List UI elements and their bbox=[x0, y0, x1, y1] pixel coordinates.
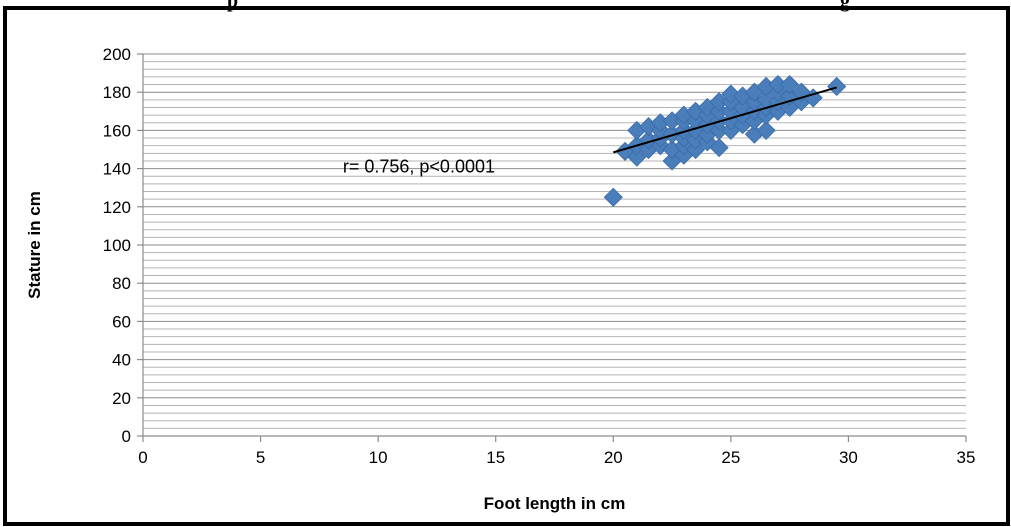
x-tick-labels: 0 5 10 15 20 25 30 35 bbox=[138, 448, 975, 467]
x-tick-label: 0 bbox=[138, 448, 147, 467]
data-point bbox=[627, 147, 647, 167]
y-tick-label: 20 bbox=[112, 389, 131, 408]
x-tick-label: 20 bbox=[604, 448, 623, 467]
y-tick-label: 140 bbox=[103, 160, 131, 179]
data-point bbox=[603, 187, 623, 207]
y-tick-label: 180 bbox=[103, 83, 131, 102]
trendline-group bbox=[613, 86, 837, 154]
trendline bbox=[613, 86, 837, 154]
correlation-annotation: r= 0.756, p<0.0001 bbox=[343, 156, 495, 176]
data-point bbox=[721, 84, 741, 104]
y-tick-label: 40 bbox=[112, 351, 131, 370]
y-tick-label: 60 bbox=[112, 312, 131, 331]
y-axis-title: Stature in cm bbox=[25, 191, 44, 299]
axes bbox=[137, 53, 967, 442]
y-tick-label: 0 bbox=[122, 427, 131, 446]
x-tick-label: 15 bbox=[486, 448, 505, 467]
x-tick-label: 25 bbox=[721, 448, 740, 467]
x-tick-label: 30 bbox=[839, 448, 858, 467]
x-axis-title: Foot length in cm bbox=[484, 494, 626, 513]
y-tick-label: 160 bbox=[103, 121, 131, 140]
chart-title-fragment-left: p bbox=[227, 0, 238, 12]
y-tick-label: 120 bbox=[103, 198, 131, 217]
y-tick-label: 80 bbox=[112, 274, 131, 293]
x-tick-label: 35 bbox=[957, 448, 976, 467]
chart-title-fragment-right: g bbox=[840, 0, 850, 12]
x-tick-label: 5 bbox=[256, 448, 265, 467]
data-point bbox=[780, 74, 800, 95]
data-points bbox=[603, 74, 847, 207]
y-tick-labels: 0 20 40 60 80 100 120 140 160 180 200 bbox=[103, 45, 131, 446]
y-tick-label: 100 bbox=[103, 236, 131, 255]
data-point bbox=[709, 138, 729, 158]
chart-border bbox=[3, 6, 1010, 526]
x-tick-label: 10 bbox=[369, 448, 388, 467]
y-tick-label: 200 bbox=[103, 45, 131, 64]
data-point bbox=[756, 120, 776, 140]
data-point bbox=[827, 76, 847, 97]
grid-lines bbox=[143, 53, 966, 437]
